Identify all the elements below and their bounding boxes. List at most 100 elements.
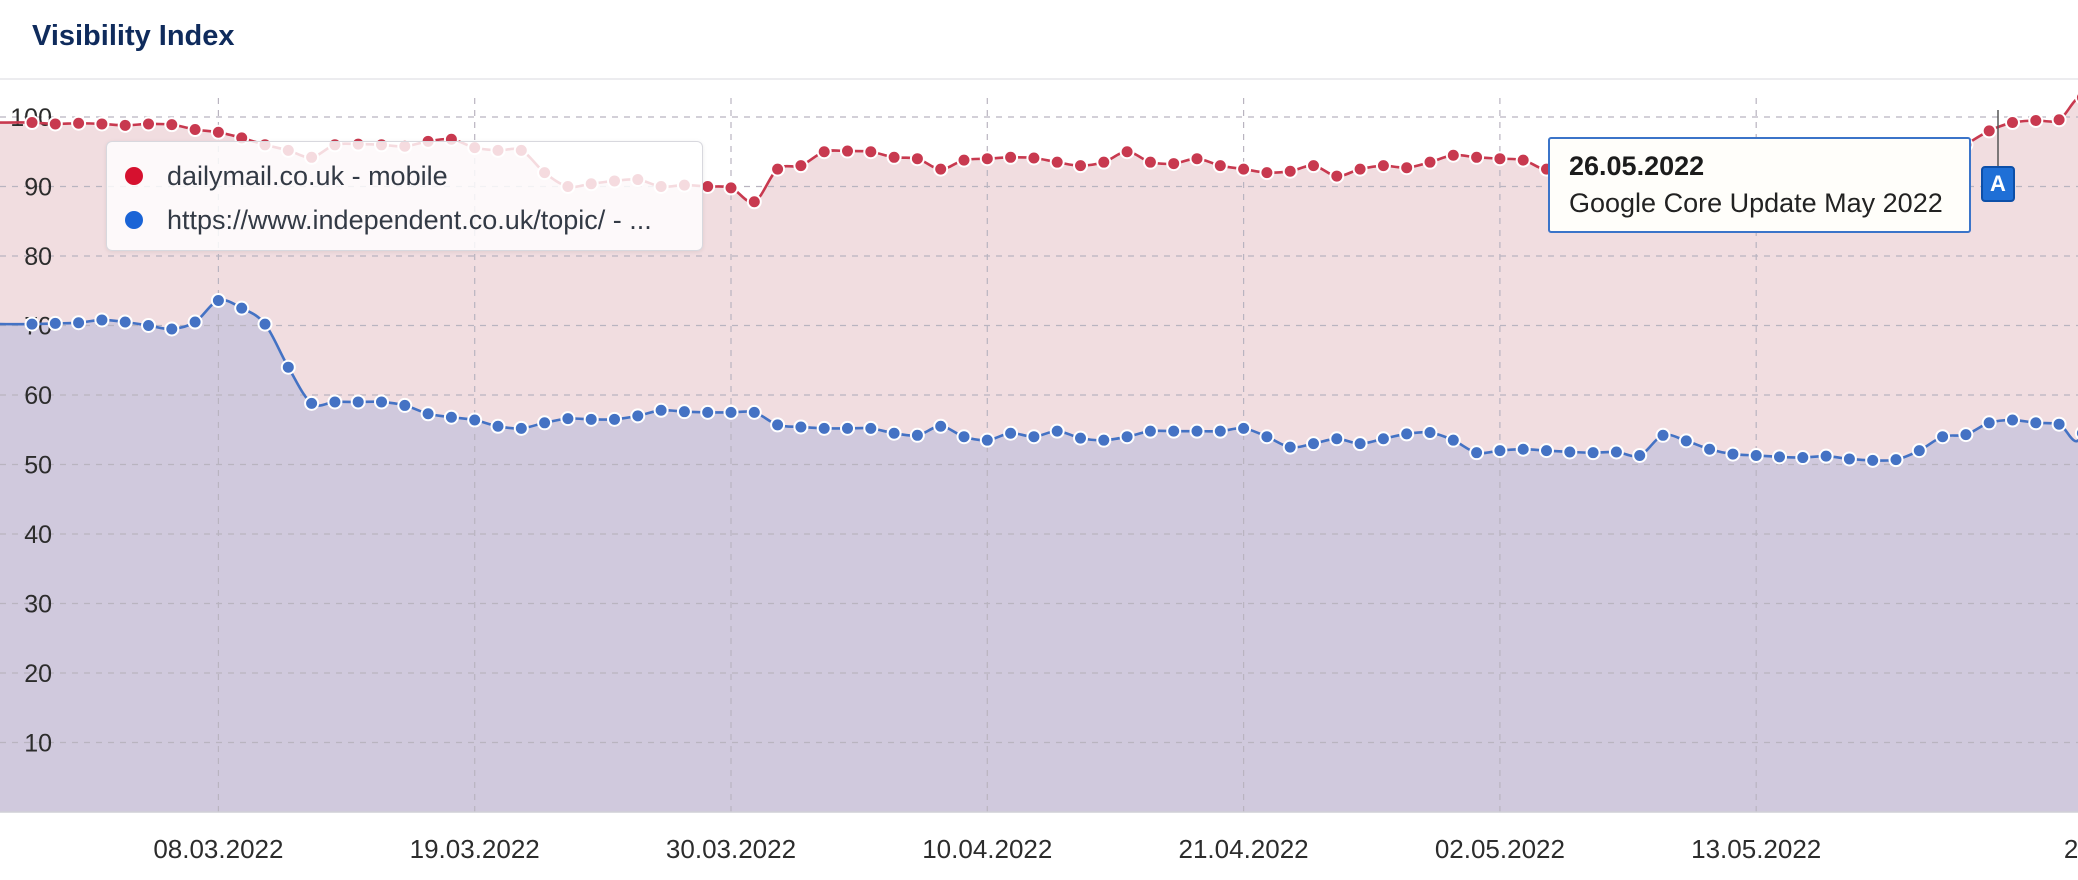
chart-legend: dailymail.co.uk - mobile https://www.ind… [106,141,703,251]
data-point-series-1 [746,194,762,210]
data-point-series-1 [2051,112,2067,128]
data-point-series-2 [490,418,506,434]
y-tick-label: 50 [24,452,52,480]
data-point-series-2 [1888,452,1904,468]
y-tick-label: 90 [24,174,52,202]
data-point-series-1 [1026,150,1042,166]
data-point-series-2 [1911,443,1927,459]
data-point-series-2 [1306,436,1321,452]
data-point-series-2 [630,408,646,424]
data-point-series-1 [1399,160,1415,176]
data-point-series-2 [1003,425,1019,441]
data-point-series-1 [1306,158,1321,174]
data-point-series-2 [676,404,692,420]
data-point-series-2 [443,409,459,425]
x-tick-label: 10.04.2022 [922,834,1052,864]
data-point-series-1 [1375,158,1391,174]
data-point-series-2 [956,429,972,445]
data-point-series-2 [979,432,995,448]
data-point-series-2 [1212,423,1228,439]
data-point-series-1 [1003,149,1019,165]
data-point-series-1 [1212,158,1228,174]
x-tick-label: 08.03.2022 [153,834,283,864]
data-point-series-1 [1259,165,1275,181]
chart-header: Visibility Index [0,0,2078,80]
data-point-series-1 [816,144,832,160]
data-point-series-2 [1049,423,1065,439]
x-tick-label: 21.04.2022 [1179,834,1309,864]
data-point-series-2 [700,404,716,420]
data-point-series-1 [2074,91,2078,104]
data-point-series-2 [770,417,786,433]
data-point-series-2 [397,397,413,413]
data-point-series-2 [1422,425,1438,441]
data-point-series-2 [607,411,622,427]
data-point-series-1 [956,152,972,168]
data-point-series-1 [1981,123,1997,139]
annotation-marker-a[interactable]: A [1981,166,2015,202]
data-point-series-2 [1399,426,1415,442]
y-tick-label: 10 [24,730,52,758]
data-point-series-2 [1981,415,1997,431]
data-point-series-1 [210,124,226,140]
annotation-tooltip: 26.05.2022 Google Core Update May 2022 [1548,137,1971,233]
y-tick-label: 40 [24,521,52,549]
data-point-series-2 [1865,452,1881,468]
data-point-series-2 [1772,449,1787,465]
legend-label-series-2: https://www.independent.co.uk/topic/ - .… [167,204,652,235]
data-point-series-2 [327,394,343,410]
data-point-series-1 [94,116,110,132]
data-point-series-2 [1166,423,1182,439]
data-point-series-2 [210,292,226,308]
data-point-series-1 [770,161,786,177]
data-point-series-2 [1539,443,1554,459]
data-point-series-1 [2005,115,2020,131]
y-tick-label: 30 [24,591,52,619]
data-point-series-1 [1142,154,1158,170]
data-point-series-2 [420,406,436,422]
data-point-series-1 [1492,151,1508,167]
data-point-series-2 [1841,451,1857,467]
data-point-series-2 [537,415,553,431]
data-point-series-2 [1702,441,1718,457]
data-point-series-2 [1725,446,1741,462]
data-point-series-1 [1282,163,1298,179]
data-point-series-2 [2074,427,2078,440]
x-tick-label: 19.03.2022 [410,834,540,864]
data-point-series-2 [560,411,576,427]
data-point-series-1 [1445,147,1461,163]
data-point-series-1 [863,144,879,160]
data-point-series-1 [979,151,995,167]
data-point-series-1 [187,122,203,138]
legend-label-series-1: dailymail.co.uk - mobile [167,160,448,191]
x-tick-label: 02.05.2022 [1435,834,1565,864]
data-point-series-1 [71,115,87,131]
data-point-series-1 [2028,112,2044,128]
legend-item-series-1[interactable]: dailymail.co.uk - mobile [125,158,448,194]
data-point-series-2 [1375,431,1391,447]
data-point-series-1 [141,116,156,132]
data-point-series-2 [350,394,366,410]
data-point-series-2 [117,314,133,330]
data-point-series-1 [840,143,855,159]
data-point-series-2 [1282,439,1298,455]
data-point-series-1 [909,151,925,167]
data-point-series-2 [1958,427,1974,443]
data-point-series-2 [2051,416,2067,432]
x-tick-label: 30.03.2022 [666,834,796,864]
data-point-series-1 [1073,158,1088,174]
x-tick-label: 29.05.2022 [2064,834,2078,864]
data-point-series-2 [746,404,762,420]
data-point-series-2 [1142,423,1158,439]
data-point-series-2 [1748,447,1764,463]
data-point-series-1 [723,180,739,196]
data-point-series-1 [793,158,809,174]
data-point-series-2 [1469,445,1485,461]
data-point-series-2 [1073,430,1088,446]
legend-item-series-2[interactable]: https://www.independent.co.uk/topic/ - .… [125,202,652,238]
data-point-series-2 [1189,423,1205,439]
data-point-series-2 [1632,447,1648,463]
legend-dot-series-1 [125,167,143,185]
data-point-series-2 [234,300,250,316]
data-point-series-1 [1515,152,1531,168]
